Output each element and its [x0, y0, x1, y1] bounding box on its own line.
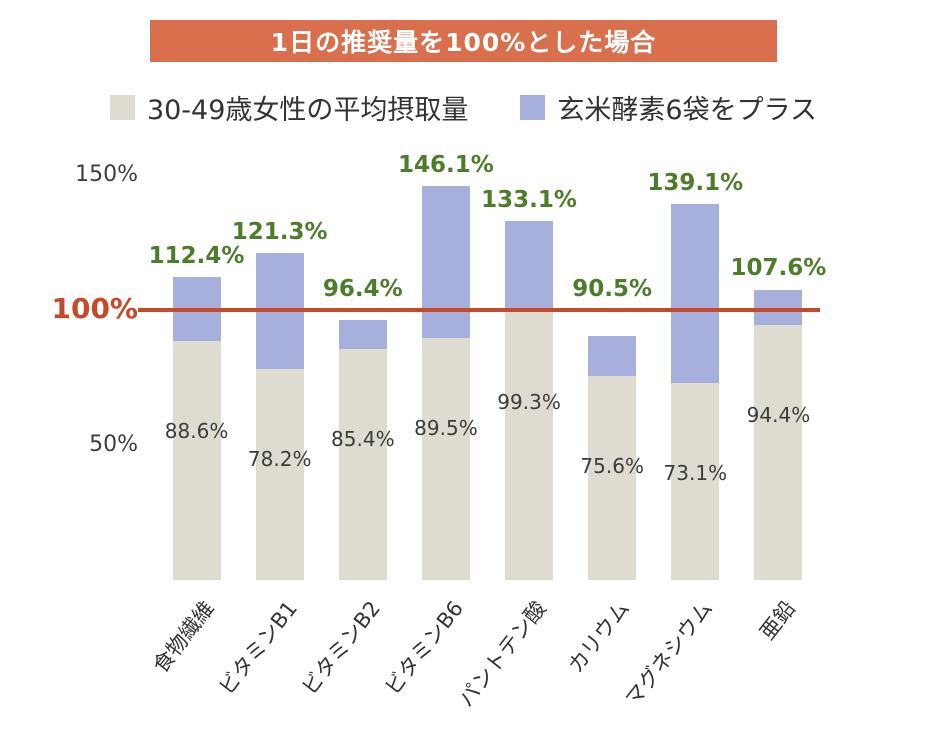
total-value-label: 146.1% [398, 151, 494, 178]
legend-swatch-enzyme-plus [520, 95, 546, 120]
y-tick-50: 50% [89, 432, 138, 457]
base-value-label: 89.5% [414, 416, 478, 441]
bar-base-segment [505, 311, 554, 580]
legend-label-average-intake: 30-49歳女性の平均摂取量 [146, 95, 469, 126]
chart-title-banner: 1日の推奨量を100%とした場合 [150, 20, 777, 62]
legend-item-enzyme-plus: 玄米酵素6袋をプラス [520, 88, 817, 127]
total-value-label: 121.3% [231, 218, 328, 245]
bar-added-segment [421, 185, 470, 339]
base-value-label: 85.4% [331, 427, 395, 452]
bar-added-segment [338, 319, 387, 350]
base-value-label: 94.4% [746, 403, 811, 428]
total-value-label: 90.5% [572, 276, 653, 302]
bar-base-segment [671, 382, 720, 580]
total-value-label: 107.6% [730, 255, 827, 282]
bar-base-segment [754, 325, 803, 580]
legend: 30-49歳女性の平均摂取量 玄米酵素6袋をプラス [0, 88, 927, 127]
base-value-label: 78.2% [247, 446, 312, 471]
bar-added-segment [754, 289, 803, 326]
total-value-label: 96.4% [322, 276, 403, 302]
total-value-label: 139.1% [647, 170, 744, 197]
base-value-label: 99.3% [497, 389, 561, 414]
chart-title: 1日の推奨量を100%とした場合 [270, 28, 657, 57]
total-value-label: 133.1% [481, 186, 577, 213]
total-value-label: 112.4% [148, 242, 245, 269]
legend-swatch-average-intake [109, 95, 135, 120]
legend-label-enzyme-plus: 玄米酵素6袋をプラス [557, 95, 818, 126]
reference-line-100 [138, 308, 820, 312]
bar-base-segment [588, 375, 637, 580]
base-value-label: 75.6% [580, 453, 644, 478]
bar-added-segment [671, 204, 720, 383]
bar-added-segment [588, 335, 637, 376]
base-value-label: 73.1% [663, 460, 728, 485]
bar-base-segment [172, 340, 221, 580]
plot-area: 112.4% 88.6% 食物繊維 121.3% 78.2% ビタミンB1 96.4% 85.… [148, 152, 826, 712]
legend-item-average-intake: 30-49歳女性の平均摂取量 [109, 88, 469, 127]
y-tick-150: 150% [75, 162, 138, 187]
bar-base-segment [338, 349, 387, 580]
bar-added-segment [505, 220, 554, 312]
bar-base-segment [255, 368, 304, 580]
y-tick-100: 100% [51, 292, 138, 325]
base-value-label: 88.6% [164, 418, 229, 443]
bar-base-segment [421, 338, 470, 580]
